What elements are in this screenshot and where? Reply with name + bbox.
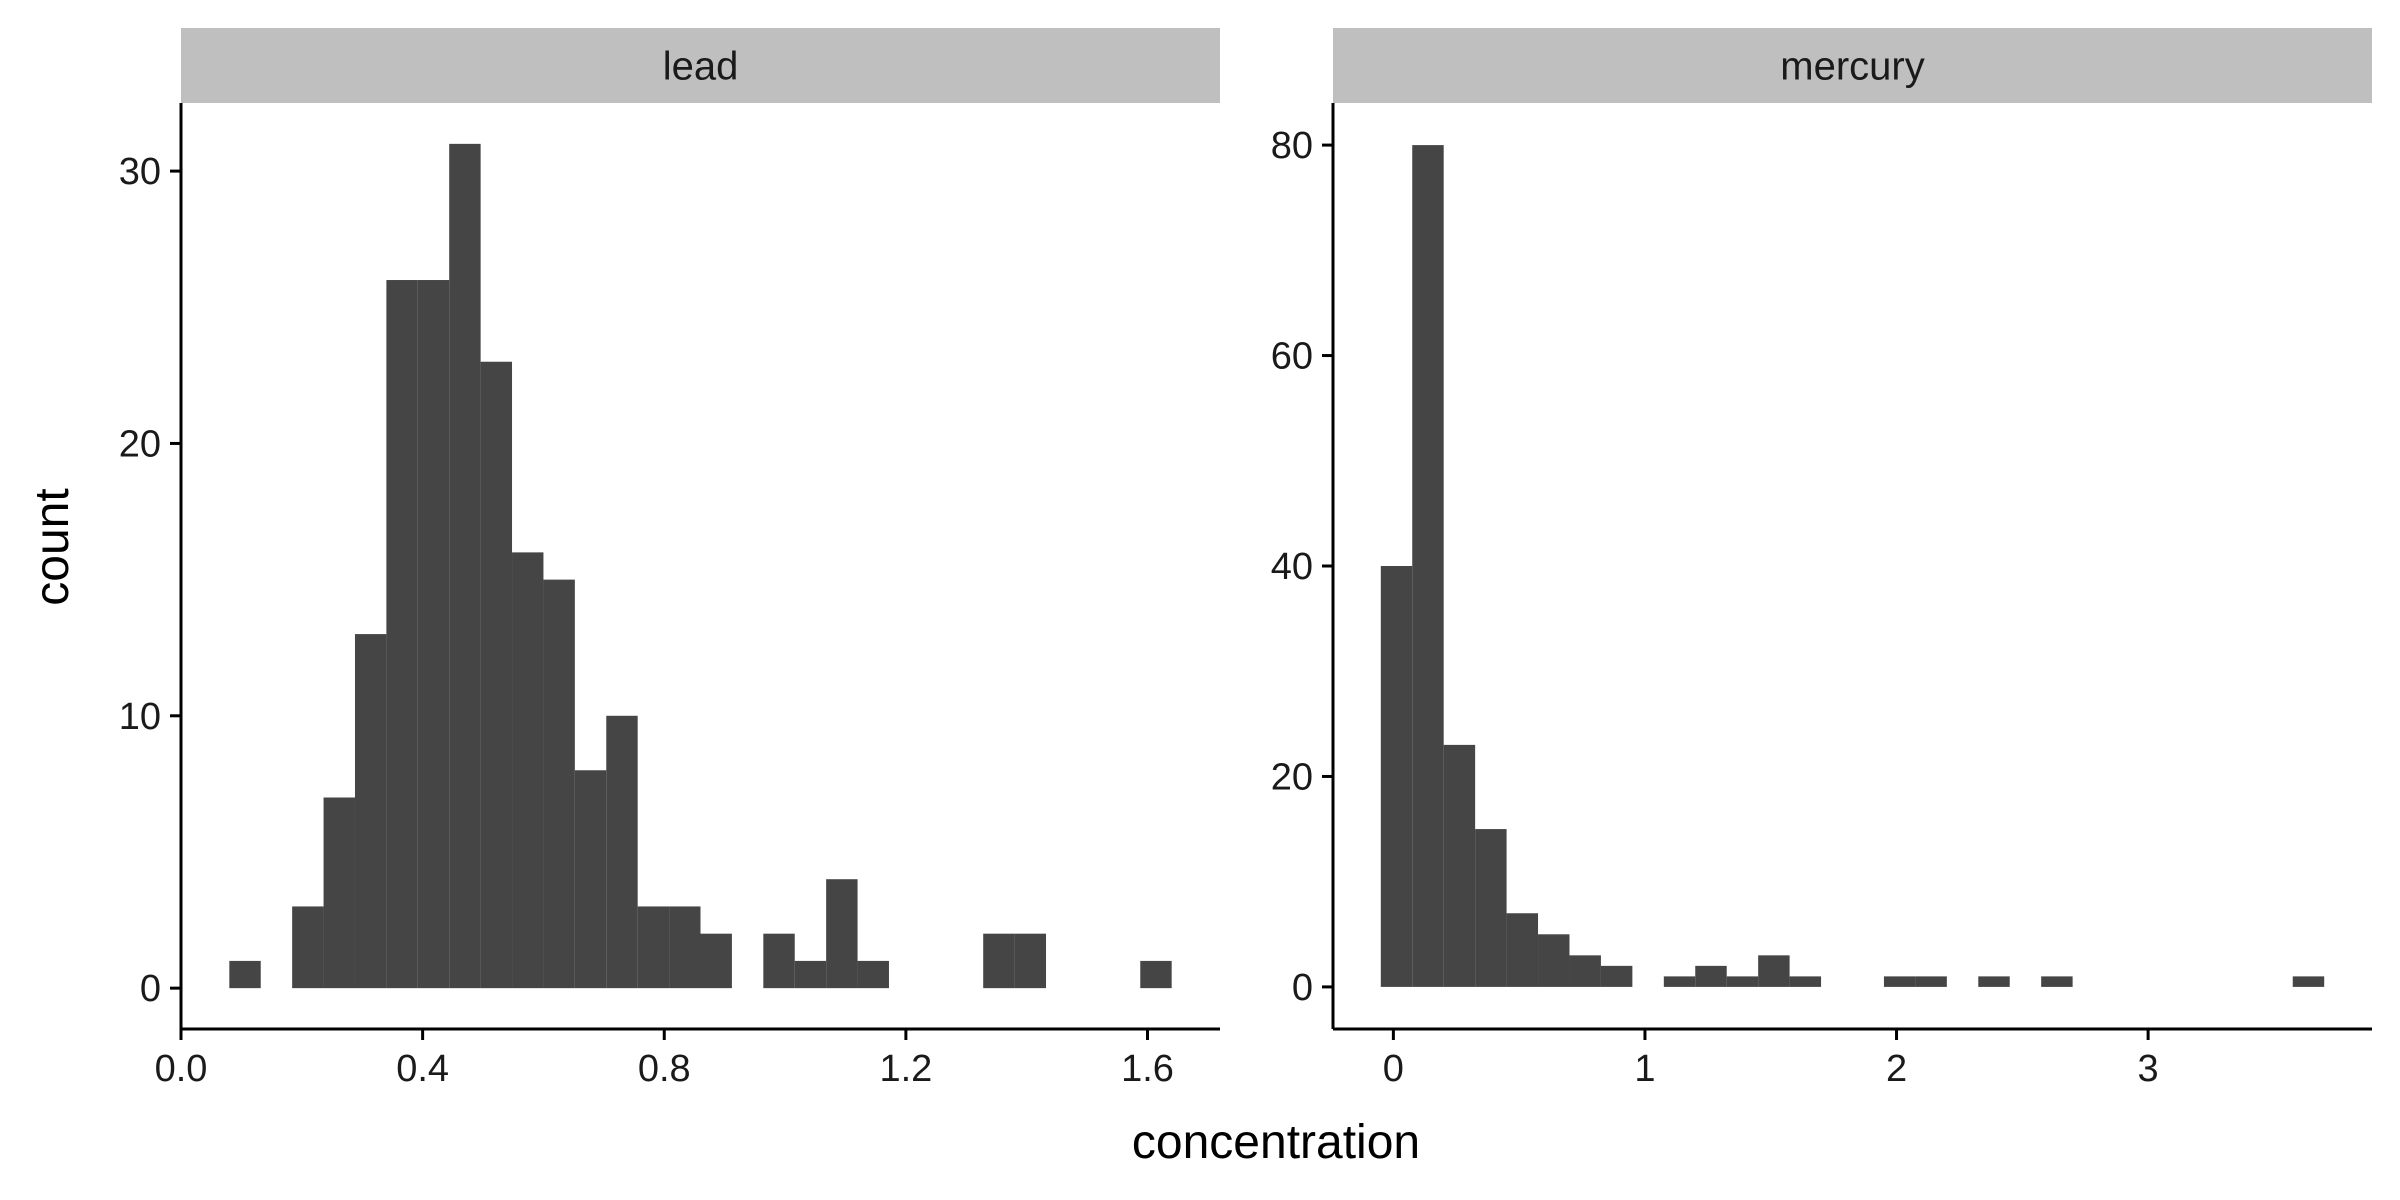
x-tick-label: 2 [1886,1048,1907,1090]
x-tick-label: 1 [1634,1048,1655,1090]
y-axis-title: count [26,488,79,605]
y-tick-label: 20 [119,423,161,465]
histogram-bar [323,797,355,989]
histogram-bar [1475,829,1507,987]
histogram-bar [606,715,638,989]
histogram-bar [2292,976,2325,987]
histogram-bar [1380,566,1413,987]
histogram-bar [983,933,1015,989]
x-tick-label: 0 [1383,1048,1404,1090]
histogram-bar [292,906,324,989]
facet-strip [1333,28,2372,103]
histogram-bar [637,906,670,989]
x-tick-label: 0.8 [638,1048,691,1090]
y-tick-label: 0 [140,968,161,1010]
panel-lead: lead 0 10 20 30 0.0 0.4 0.8 1.2 1.6 [119,28,1220,1090]
histogram-bar [826,879,858,989]
facet-strip-label: mercury [1780,45,1924,89]
x-tick-label: 1.6 [1121,1048,1174,1090]
histogram-bar [417,280,450,989]
histogram-bar [1140,960,1172,989]
histogram-bar [1443,744,1476,987]
histogram-bar [1789,976,1822,987]
histogram-bar [1883,976,1916,987]
histogram-bar [386,280,418,989]
histogram-bar [1538,934,1570,987]
histogram-bar [857,960,889,989]
histogram-bar [1600,965,1633,987]
histogram-bar [1569,955,1601,987]
y-tick-label: 60 [1271,336,1313,378]
histogram-bar [480,361,513,989]
y-tick-label: 80 [1271,125,1313,167]
histogram-bar [1412,145,1444,987]
x-tick-label: 0.4 [396,1048,449,1090]
facet-strip [181,28,1220,103]
histogram-bar [449,143,481,989]
histogram-bar [1506,913,1539,987]
histogram-bar [1915,976,1947,987]
histogram-bar [1014,933,1047,989]
histogram-bar [574,770,607,989]
x-tick-label: 0.0 [155,1048,208,1090]
histogram-bar [1663,976,1696,987]
facet-strip-label: lead [663,45,739,89]
histogram-bar [794,960,827,989]
histogram-bar [700,933,732,989]
histogram-bar [2041,976,2073,987]
histogram-bar [1978,976,2010,987]
y-tick-label: 20 [1271,756,1313,798]
y-tick-label: 30 [119,151,161,193]
histogram-bar [763,933,795,989]
x-tick-label: 1.2 [879,1048,932,1090]
x-tick-label: 3 [2138,1048,2159,1090]
histogram-bar [512,552,544,989]
y-tick-label: 0 [1292,967,1313,1009]
histogram-bar [1726,976,1759,987]
histogram-bar [354,634,387,989]
y-tick-label: 40 [1271,546,1313,588]
histogram-bar [1758,955,1790,987]
histogram-bar [669,906,701,989]
histogram-bar [1695,965,1727,987]
panel-mercury: mercury 0 20 40 60 80 0 1 2 3 [1271,28,2372,1090]
histogram-bar [229,960,261,989]
x-axis-title: concentration [1132,1116,1420,1169]
histogram-bar [543,579,575,989]
y-tick-label: 10 [119,696,161,738]
